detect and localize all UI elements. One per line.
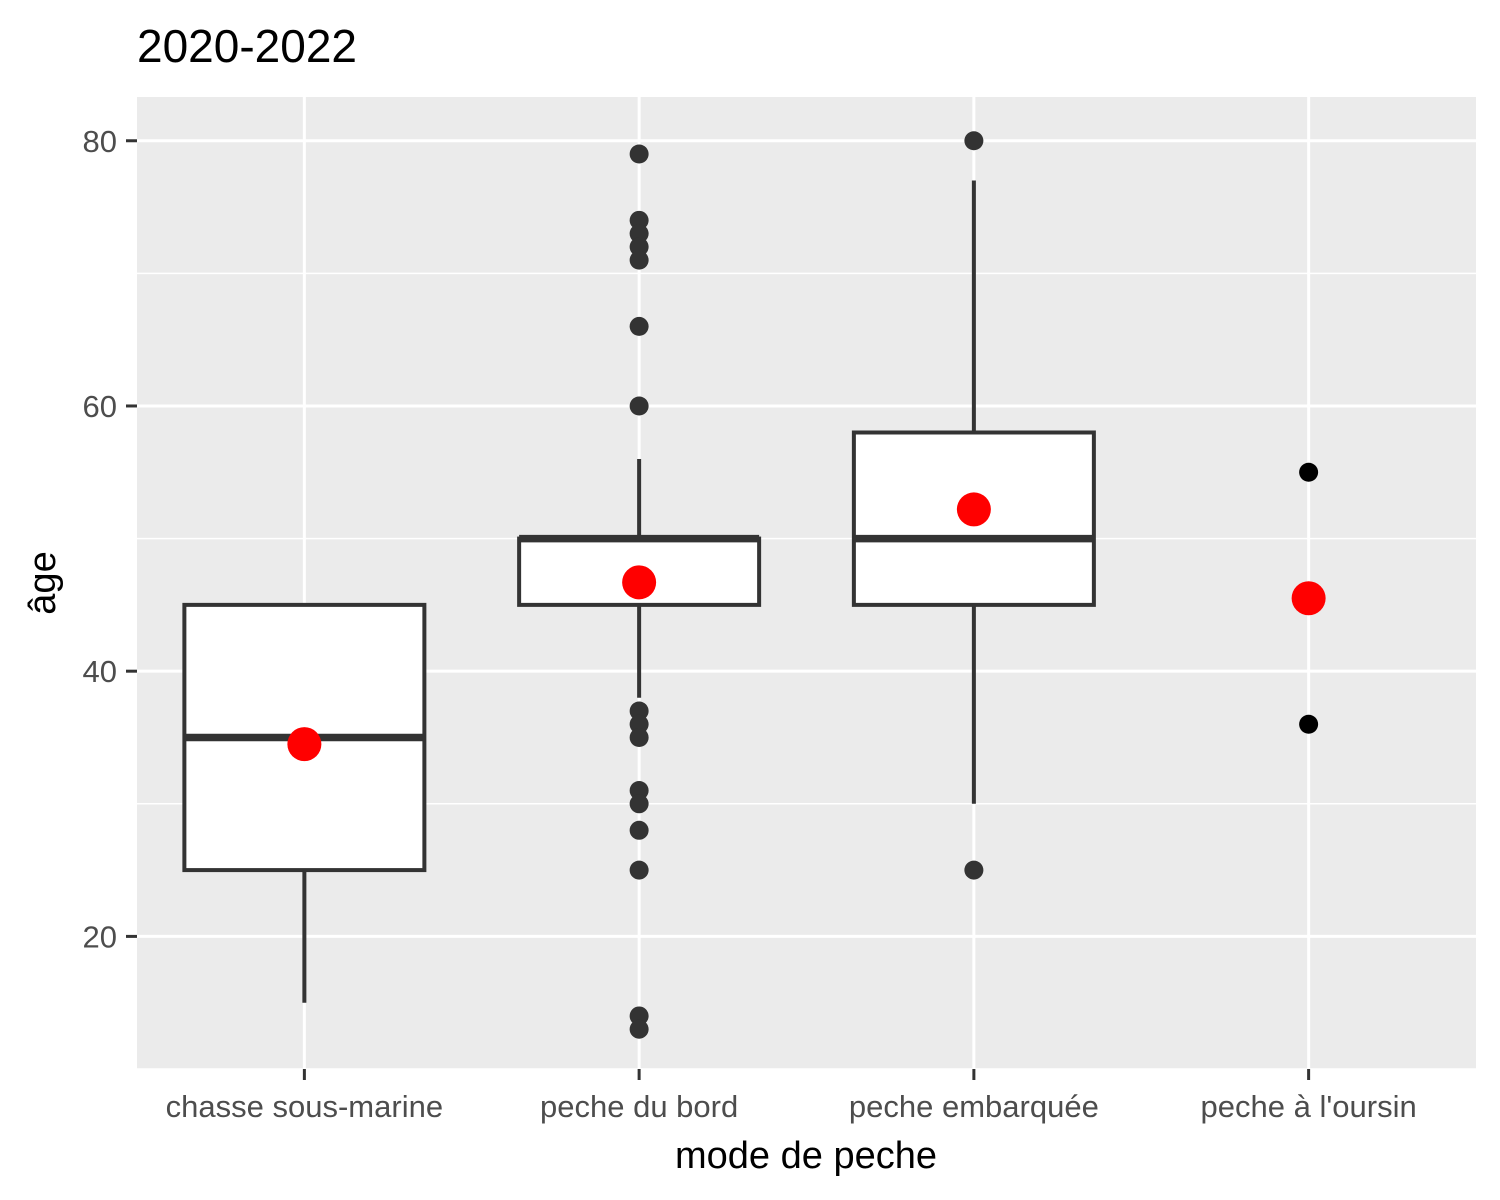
outlier-point: [629, 224, 649, 244]
outlier-point: [629, 727, 649, 747]
box-group: [851, 131, 1096, 880]
chart-title: 2020-2022: [137, 20, 357, 72]
x-tick-label: chasse sous-marine: [166, 1089, 443, 1124]
outlier-point: [629, 144, 649, 164]
outlier-point: [964, 131, 984, 151]
outlier-point: [964, 860, 984, 880]
x-tick-label: peche du bord: [540, 1089, 738, 1124]
outlier-point: [629, 701, 649, 721]
outlier-point: [629, 210, 649, 230]
outlier-point: [629, 1019, 649, 1039]
outlier-point: [1299, 714, 1319, 734]
outlier-point: [629, 781, 649, 801]
x-tick-label: peche embarquée: [849, 1089, 1099, 1124]
outlier-point: [1299, 462, 1319, 482]
axes: 20 40 60 80 chasse sous-marine peche du bord p…: [83, 124, 1417, 1124]
box-group: [182, 602, 427, 1003]
y-tick-label: 40: [83, 654, 117, 689]
y-tick-label: 20: [83, 919, 117, 954]
outlier-point: [629, 237, 649, 257]
outlier-point: [629, 860, 649, 880]
y-tick-label: 60: [83, 389, 117, 424]
outlier-point: [629, 820, 649, 840]
outlier-point: [629, 794, 649, 814]
outlier-point: [629, 396, 649, 416]
box-group: [517, 144, 762, 1039]
x-axis-title: mode de peche: [675, 1135, 937, 1177]
x-tick-label: peche à l'oursin: [1201, 1089, 1417, 1124]
outlier-point: [629, 1006, 649, 1026]
mean-point: [622, 565, 657, 600]
y-tick-label: 80: [83, 124, 117, 159]
mean-point: [1291, 581, 1326, 616]
mean-point: [956, 492, 991, 527]
outlier-point: [629, 316, 649, 336]
mean-point: [287, 727, 322, 762]
outlier-point: [629, 714, 649, 734]
chart-marks: [182, 131, 1326, 1039]
panel-background: [137, 97, 1476, 1069]
box-group: [1291, 462, 1326, 734]
outlier-point: [629, 250, 649, 270]
y-axis-title: âge: [22, 551, 64, 614]
